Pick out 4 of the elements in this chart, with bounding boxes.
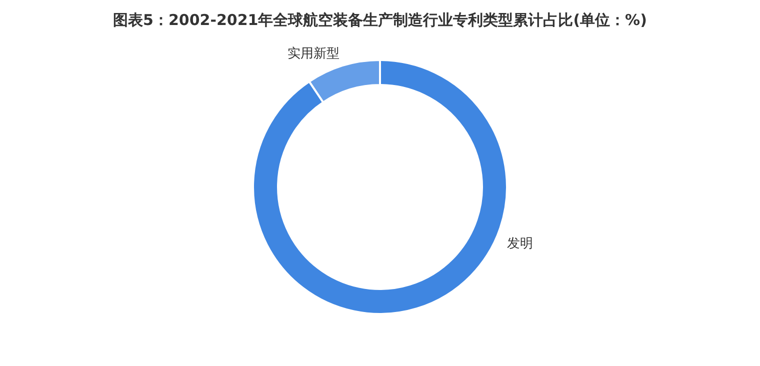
donut-slice <box>252 59 508 315</box>
slice-label: 实用新型 <box>288 46 340 62</box>
chart-title: 图表5：2002-2021年全球航空装备生产制造行业专利类型累计占比(单位：%) <box>113 11 647 29</box>
slice-label: 发明 <box>506 236 533 252</box>
